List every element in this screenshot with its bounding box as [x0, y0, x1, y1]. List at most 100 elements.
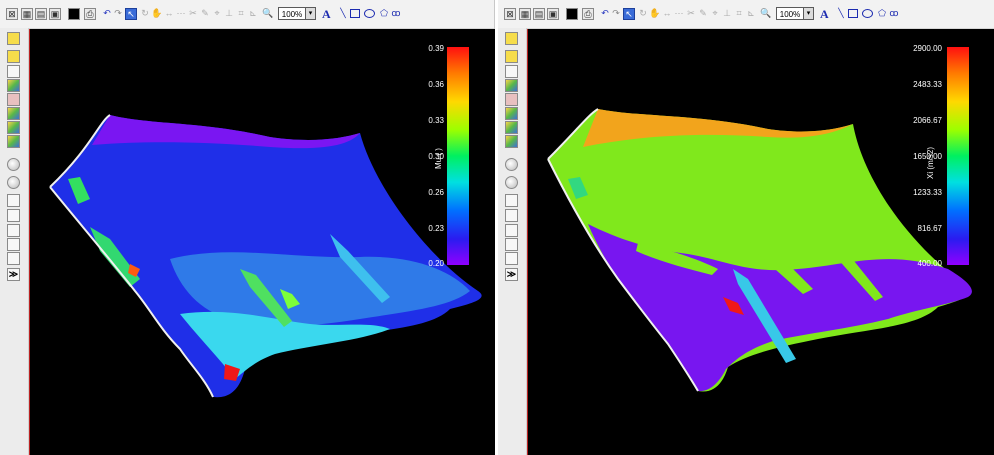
layers-icon[interactable] [7, 121, 20, 134]
print-icon[interactable]: ⎙ [84, 8, 96, 20]
ellipse-icon[interactable] [364, 9, 375, 18]
dual-view-icon[interactable]: ▤ [35, 8, 47, 20]
contour-icon[interactable] [7, 93, 20, 106]
bulb-icon[interactable] [7, 50, 20, 63]
background-icon[interactable] [68, 8, 80, 20]
layers-icon[interactable] [505, 121, 518, 134]
streak-right-1 [568, 177, 588, 199]
fit-icon[interactable]: ⊠ [6, 8, 18, 20]
list-icon[interactable] [505, 252, 518, 265]
rotate-icon[interactable]: ↻ [141, 8, 149, 18]
select-arrow-icon[interactable]: ↖ [623, 8, 635, 20]
mesh-icon[interactable] [7, 65, 20, 78]
palette-icon[interactable] [505, 107, 518, 120]
colorbar-right-title: Xi (m/s2) [926, 147, 935, 179]
text-tool-icon[interactable]: A [820, 7, 829, 21]
grid-icon[interactable]: ▦ [519, 8, 531, 20]
undo-icon[interactable]: ↶ [103, 8, 111, 18]
wand-icon[interactable]: ✎ [699, 8, 707, 18]
save-icon[interactable]: ▣ [547, 8, 559, 20]
select-arrow-icon[interactable]: ↖ [125, 8, 137, 20]
rotate-icon[interactable]: ↻ [639, 8, 647, 18]
light-icon[interactable] [7, 32, 20, 45]
cb-left-tick-0: 0.39 [428, 44, 444, 53]
probe-icon[interactable]: ⌖ [214, 8, 220, 18]
polygon-icon[interactable]: ⬠ [380, 8, 388, 18]
chevron-down-icon[interactable]: ▾ [803, 7, 814, 20]
fit-icon[interactable]: ⊠ [504, 8, 516, 20]
node-icon[interactable]: ⌗ [736, 8, 742, 18]
3d-viewport-right[interactable]: 2900.00 2483.33 2066.67 1650.00 1233.33 … [527, 29, 994, 455]
cb-right-tick-4: 1233.33 [913, 188, 942, 197]
bulb-icon[interactable] [505, 50, 518, 63]
eye-icon[interactable] [7, 194, 20, 207]
zoom-icon[interactable]: 🔍 [262, 8, 274, 18]
rect-icon[interactable] [350, 9, 360, 18]
streak-3 [330, 234, 390, 303]
cb-left-tick-3: 0.30 [428, 152, 444, 161]
dual-view-icon[interactable]: ▤ [533, 8, 545, 20]
mesh-icon[interactable] [505, 65, 518, 78]
cut-icon[interactable]: ✂ [687, 8, 695, 18]
measure-icon[interactable]: ⊾ [747, 8, 755, 18]
list-icon[interactable] [7, 252, 20, 265]
page-icon[interactable] [505, 224, 518, 237]
zoom-icon[interactable]: 🔍 [760, 8, 772, 18]
text-tool-icon[interactable]: A [322, 7, 331, 21]
legend-icon[interactable] [7, 135, 20, 148]
sphere-icon[interactable] [7, 158, 20, 171]
redo-icon[interactable]: ↷ [612, 8, 620, 18]
print-icon[interactable]: ⎙ [582, 8, 594, 20]
ellipse-icon[interactable] [862, 9, 873, 18]
sync-icon[interactable]: ≫ [7, 268, 20, 281]
surface-edge [49, 186, 214, 398]
redo-icon[interactable]: ↷ [114, 8, 122, 18]
cut-icon[interactable]: ✂ [189, 8, 197, 18]
slice-icon[interactable]: ⊥ [723, 8, 731, 18]
zoom-select[interactable]: 100% [278, 7, 306, 20]
surface-band-low [180, 311, 390, 379]
distance-icon[interactable]: ⋯ [176, 8, 186, 18]
undo-icon[interactable]: ↶ [601, 8, 609, 18]
tongue-1 [636, 243, 718, 275]
table-icon[interactable] [505, 238, 518, 251]
zoom-select[interactable]: 100% [776, 7, 804, 20]
background-icon[interactable] [566, 8, 578, 20]
legend-icon[interactable] [505, 135, 518, 148]
probe-icon[interactable]: ⌖ [712, 8, 718, 18]
polygon-icon[interactable]: ⬠ [878, 8, 886, 18]
cb-right-tick-0: 2900.00 [913, 44, 942, 53]
measure-icon[interactable]: ⊾ [249, 8, 257, 18]
light-icon[interactable] [505, 32, 518, 45]
grid-icon[interactable]: ▦ [21, 8, 33, 20]
hide-icon[interactable] [505, 209, 518, 222]
slice-icon[interactable]: ⊥ [225, 8, 233, 18]
page-icon[interactable] [7, 224, 20, 237]
target-icon[interactable] [505, 176, 518, 189]
palette-icon[interactable] [7, 107, 20, 120]
eye-icon[interactable] [505, 194, 518, 207]
node-icon[interactable]: ⌗ [238, 8, 244, 18]
sphere-icon[interactable] [505, 158, 518, 171]
distance-icon[interactable]: ⋯ [674, 8, 684, 18]
pan-icon[interactable]: ✋ [151, 8, 163, 18]
freehand-icon[interactable]: ꝏ [889, 8, 899, 18]
pan-icon[interactable]: ✋ [649, 8, 661, 18]
move-icon[interactable]: ↔ [164, 8, 174, 18]
3d-viewport-left[interactable]: 0.39 0.36 0.33 0.30 0.26 0.23 0.20 Mu ( … [29, 29, 495, 455]
rect-icon[interactable] [848, 9, 858, 18]
line-icon[interactable]: ╲ [838, 8, 844, 18]
sync-icon[interactable]: ≫ [505, 268, 518, 281]
chevron-down-icon[interactable]: ▾ [305, 7, 316, 20]
table-icon[interactable] [7, 238, 20, 251]
contour-icon[interactable] [505, 93, 518, 106]
wand-icon[interactable]: ✎ [201, 8, 209, 18]
move-icon[interactable]: ↔ [662, 8, 672, 18]
line-icon[interactable]: ╲ [340, 8, 346, 18]
terrain-icon[interactable] [7, 79, 20, 92]
hide-icon[interactable] [7, 209, 20, 222]
freehand-icon[interactable]: ꝏ [391, 8, 401, 18]
terrain-icon[interactable] [505, 79, 518, 92]
target-icon[interactable] [7, 176, 20, 189]
save-icon[interactable]: ▣ [49, 8, 61, 20]
